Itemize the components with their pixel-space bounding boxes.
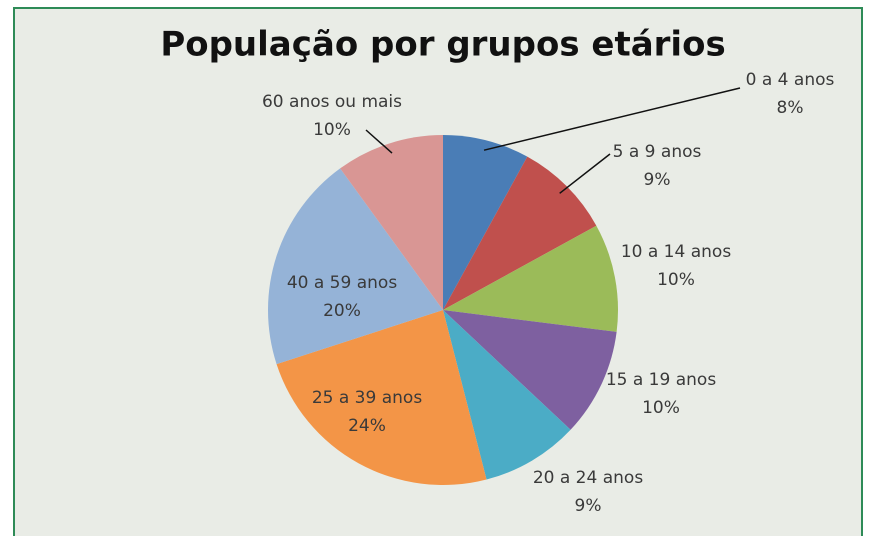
slice-value-label: 20% xyxy=(323,301,361,321)
pie-slice xyxy=(340,135,443,310)
slice-label: 5 a 9 anos xyxy=(613,142,702,162)
slice-label: 15 a 19 anos xyxy=(606,370,716,390)
leader-line xyxy=(365,129,393,154)
chart-title: População por grupos etários xyxy=(160,25,725,65)
slice-label: 10 a 14 anos xyxy=(621,242,731,262)
slice-label: 60 anos ou mais xyxy=(262,92,402,112)
pie-slice xyxy=(268,168,443,365)
slice-value-label: 8% xyxy=(777,98,804,118)
pie-slice xyxy=(443,310,617,430)
leader-line xyxy=(483,87,741,151)
pie-slice xyxy=(443,310,571,480)
slice-value-label: 9% xyxy=(644,170,671,190)
slice-value-label: 10% xyxy=(313,120,351,140)
slice-label: 0 a 4 anos xyxy=(746,70,835,90)
pie-slice xyxy=(443,225,618,332)
slice-label: 40 a 59 anos xyxy=(287,273,397,293)
slice-label: 25 a 39 anos xyxy=(312,388,422,408)
slice-value-label: 24% xyxy=(348,416,386,436)
pie-slice xyxy=(443,135,528,310)
slice-value-label: 10% xyxy=(657,270,695,290)
pie-slice xyxy=(276,310,487,485)
pie-slice xyxy=(443,156,597,310)
slice-value-label: 10% xyxy=(642,398,680,418)
slice-label: 20 a 24 anos xyxy=(533,468,643,488)
leader-line xyxy=(559,153,611,194)
slice-value-label: 9% xyxy=(575,496,602,516)
